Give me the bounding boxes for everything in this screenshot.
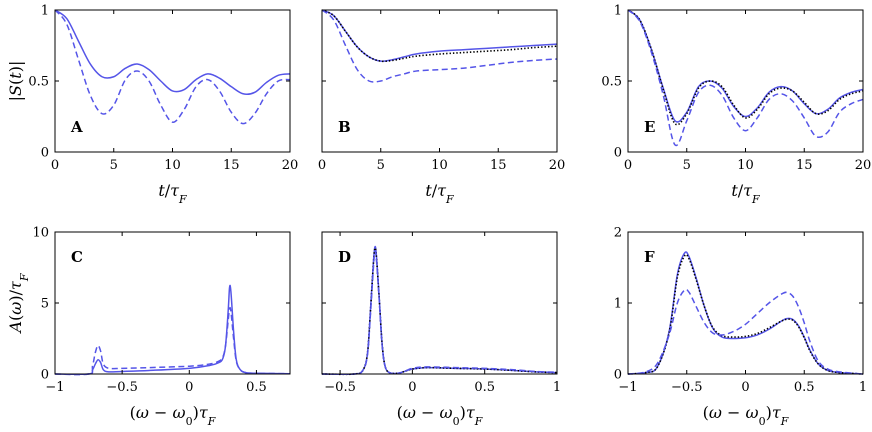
panel-label: C bbox=[71, 248, 83, 266]
x-tick-label: 0.5 bbox=[246, 380, 267, 395]
series-dotted-line bbox=[321, 247, 558, 376]
panel-f: −1 −0.5 0 0.5 1 0 1 2 F (ω − ω0)τF bbox=[614, 226, 867, 428]
panel-label: F bbox=[644, 248, 655, 266]
x-tick-label: 0.5 bbox=[794, 380, 815, 395]
series-dotted-line bbox=[627, 253, 864, 375]
panel-label: D bbox=[338, 248, 351, 266]
y-tick-label: 0 bbox=[614, 146, 622, 161]
series-solid-line bbox=[321, 245, 558, 376]
panel-label: B bbox=[338, 118, 351, 136]
x-tick-label: 0 bbox=[318, 158, 326, 173]
x-tick-label: 20 bbox=[549, 158, 566, 173]
x-tick-label: −0.5 bbox=[671, 380, 703, 395]
plot-frame bbox=[54, 9, 291, 153]
panel-a: 0 5 10 15 20 0 0.5 1 At/τF |S(t)| bbox=[6, 4, 298, 206]
panel-label: A bbox=[70, 118, 83, 136]
x-axis-label: (ω − ω0)τF bbox=[130, 403, 216, 428]
x-axis-label: (ω − ω0)τF bbox=[703, 403, 789, 428]
y-tick-label: 0 bbox=[41, 368, 49, 383]
y-tick-label: 0 bbox=[614, 368, 622, 383]
y-tick-label: 0.5 bbox=[28, 75, 49, 90]
y-tick-label: 0 bbox=[41, 146, 49, 161]
x-tick-label: 5 bbox=[683, 158, 691, 173]
x-tick-label: −1 bbox=[45, 380, 64, 395]
y-tick-label: 2 bbox=[614, 226, 622, 241]
x-tick-label: 15 bbox=[223, 158, 240, 173]
panel-c: −1 −0.5 0 0.5 0 5 10 C (ω − ω0)τF A(ω)/τF bbox=[6, 226, 291, 428]
x-axis-label: (ω − ω0)τF bbox=[397, 403, 483, 428]
series-dashed-line bbox=[627, 288, 864, 375]
x-axis-label: t/τF bbox=[731, 181, 760, 206]
x-axis-label: t/τF bbox=[158, 181, 187, 206]
x-tick-label: 15 bbox=[796, 158, 813, 173]
y-tick-label: 1 bbox=[614, 297, 622, 312]
series-dotted-line bbox=[627, 9, 864, 126]
series-dashed-line bbox=[54, 9, 291, 125]
x-tick-label: 10 bbox=[164, 158, 181, 173]
series-dashed-line bbox=[321, 9, 558, 83]
x-tick-label: 5 bbox=[377, 158, 385, 173]
plot-frame bbox=[321, 9, 558, 153]
y-tick-label: 1 bbox=[41, 4, 49, 19]
x-tick-label: 15 bbox=[490, 158, 507, 173]
series-dashed-line bbox=[627, 9, 864, 147]
plot-frame bbox=[54, 231, 291, 375]
series-dashed-line bbox=[321, 250, 558, 376]
x-tick-label: 20 bbox=[282, 158, 299, 173]
x-tick-label: 1 bbox=[859, 380, 867, 395]
y-axis-label: |S(t)| bbox=[6, 61, 25, 102]
y-tick-label: 5 bbox=[41, 297, 49, 312]
x-tick-label: −0.5 bbox=[324, 380, 356, 395]
y-tick-label: 10 bbox=[32, 226, 49, 241]
x-tick-label: 5 bbox=[110, 158, 118, 173]
x-tick-label: 10 bbox=[431, 158, 448, 173]
series-solid-line bbox=[627, 9, 864, 123]
y-tick-label: 0.5 bbox=[601, 75, 622, 90]
series-solid-line bbox=[54, 9, 291, 95]
x-tick-label: −1 bbox=[618, 380, 637, 395]
series-dashed-line bbox=[54, 306, 291, 376]
series-dotted-line bbox=[321, 9, 558, 63]
series-solid-line bbox=[54, 284, 291, 376]
panel-e: 0 5 10 15 20 0 0.5 1 Et/τF bbox=[601, 4, 871, 206]
x-tick-label: −0.5 bbox=[106, 380, 138, 395]
panel-b: 0 5 10 15 20 Bt/τF bbox=[318, 9, 566, 206]
x-tick-label: 0 bbox=[185, 380, 193, 395]
panel-d: −0.5 0 0.5 1 D (ω − ω0)τF bbox=[321, 231, 561, 428]
x-tick-label: 0 bbox=[624, 158, 632, 173]
x-tick-label: 0 bbox=[408, 380, 416, 395]
y-axis-label: A(ω)/τF bbox=[6, 273, 31, 334]
x-axis-label: t/τF bbox=[425, 181, 454, 206]
x-tick-label: 1 bbox=[553, 380, 561, 395]
x-tick-label: 10 bbox=[737, 158, 754, 173]
plot-frame bbox=[321, 231, 558, 375]
panel-label: E bbox=[644, 118, 655, 136]
x-tick-label: 0.5 bbox=[474, 380, 495, 395]
y-tick-label: 1 bbox=[614, 4, 622, 19]
x-tick-label: 0 bbox=[741, 380, 749, 395]
x-tick-label: 0 bbox=[51, 158, 59, 173]
x-tick-label: 20 bbox=[855, 158, 872, 173]
